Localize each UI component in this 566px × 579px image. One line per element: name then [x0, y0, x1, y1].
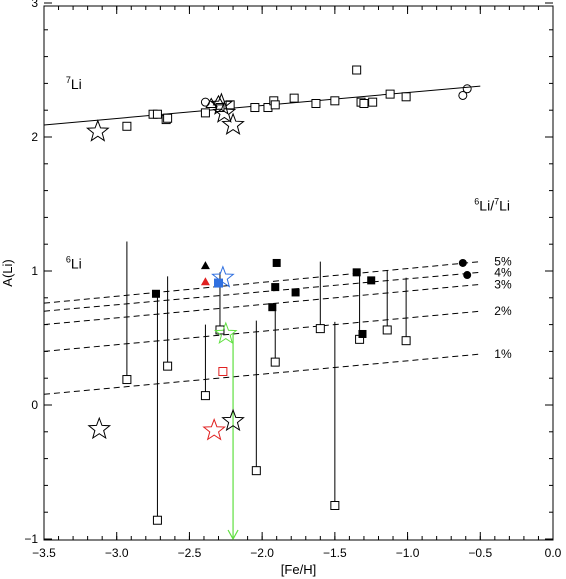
y-tick-label: −1 — [24, 532, 38, 546]
x-tick-label: −2.0 — [250, 546, 274, 560]
li6-limit-square — [122, 375, 132, 385]
li7-square — [368, 97, 378, 107]
li6-limit-square — [200, 391, 210, 401]
li6-black-triangle — [200, 261, 210, 270]
li6-red-triangle — [200, 277, 210, 286]
li6-filled-square — [272, 258, 281, 267]
x-tick-label: 0.0 — [545, 546, 562, 560]
x-tick-label: −3.5 — [32, 546, 56, 560]
li6-limit-square — [163, 361, 173, 371]
li6-star — [87, 416, 112, 440]
ratio-line-label: 5% — [494, 255, 512, 269]
li6-limit-square — [251, 466, 261, 476]
li7-circle — [462, 84, 472, 94]
ratio-label-main2: Li — [499, 198, 510, 214]
y-axis-label: A(Li) — [0, 259, 15, 286]
ratio-line — [43, 283, 481, 326]
ratio-line-label: 4% — [494, 265, 512, 279]
ratio-label-sup2: 7 — [494, 197, 499, 207]
li7-square — [330, 96, 340, 106]
li6-star — [221, 408, 245, 432]
li6-limit-square — [330, 501, 340, 510]
li6-filled-circle — [458, 258, 467, 267]
li7-star — [85, 119, 110, 142]
li7-triangle — [205, 97, 218, 108]
y-tick-label: 0 — [31, 398, 38, 412]
li6-filled-square — [268, 303, 277, 312]
x-tick-label: −0.5 — [468, 546, 492, 560]
li7-square — [311, 99, 321, 108]
li7-fit-line — [43, 85, 481, 126]
li7-star — [212, 100, 237, 123]
x-tick-label: −2.5 — [178, 546, 202, 560]
li6-filled-circle — [463, 271, 472, 280]
li7-square — [200, 108, 210, 118]
li7-label-main: Li — [71, 76, 82, 92]
li7-square — [250, 103, 260, 113]
ratio-line-label: 2% — [494, 304, 512, 318]
li6-label-main: Li — [71, 255, 82, 271]
li7-square — [270, 100, 280, 110]
plot-frame — [43, 5, 554, 541]
ratio-label-sup1: 6 — [474, 197, 479, 207]
green-limit-arrow — [227, 529, 239, 541]
li6-limit-square — [315, 324, 325, 334]
y-tick-label: 3 — [31, 0, 38, 10]
li7-square — [401, 92, 411, 102]
li7-square — [163, 113, 173, 123]
x-tick-label: −3.0 — [105, 546, 129, 560]
li6-limit-square — [270, 357, 280, 367]
li6-star — [211, 265, 235, 288]
li6-limit-square — [382, 325, 392, 335]
li7-square — [289, 93, 299, 103]
li6-filled-square — [367, 276, 376, 285]
li6-star — [202, 418, 226, 441]
li7-triangle — [212, 94, 225, 106]
ratio-line — [43, 271, 481, 312]
li7-square — [359, 99, 369, 108]
li6-filled-square — [151, 289, 160, 298]
y-tick-label: 2 — [31, 130, 38, 144]
x-axis-label: [Fe/H] — [281, 562, 316, 577]
li6-filled-square — [271, 283, 280, 292]
li7-square — [385, 89, 395, 99]
ratio-label-main1: Li/ — [479, 198, 494, 214]
li7-square — [352, 65, 362, 75]
li6-star — [213, 321, 238, 345]
li7-square — [152, 109, 162, 119]
li6-limit-square — [152, 515, 162, 525]
li6-filled-square — [352, 268, 361, 277]
li7-label-sup: 7 — [66, 75, 71, 85]
ratio-line-label: 1% — [494, 347, 512, 361]
ratio-line-label: 3% — [494, 277, 512, 291]
x-tick-label: −1.0 — [396, 546, 420, 560]
li6-filled-square — [291, 288, 300, 297]
ratio-line — [43, 261, 481, 304]
li7-circle — [458, 90, 468, 100]
li6-limit-square — [401, 336, 411, 346]
li6-blue-square — [214, 278, 224, 288]
li6-label: 6Li — [66, 254, 82, 271]
ratio-line — [43, 310, 481, 352]
li7-square — [122, 121, 132, 131]
li6-red-square — [218, 367, 228, 376]
li7-label: 7Li — [66, 75, 82, 92]
li7-star — [221, 112, 245, 135]
ratio-label: 6Li/7Li — [474, 197, 510, 214]
li6-label-sup: 6 — [66, 254, 71, 264]
li6-filled-square — [358, 329, 367, 338]
y-tick-label: 1 — [31, 264, 38, 278]
ratio-line — [43, 353, 481, 395]
x-tick-label: −1.5 — [323, 546, 347, 560]
